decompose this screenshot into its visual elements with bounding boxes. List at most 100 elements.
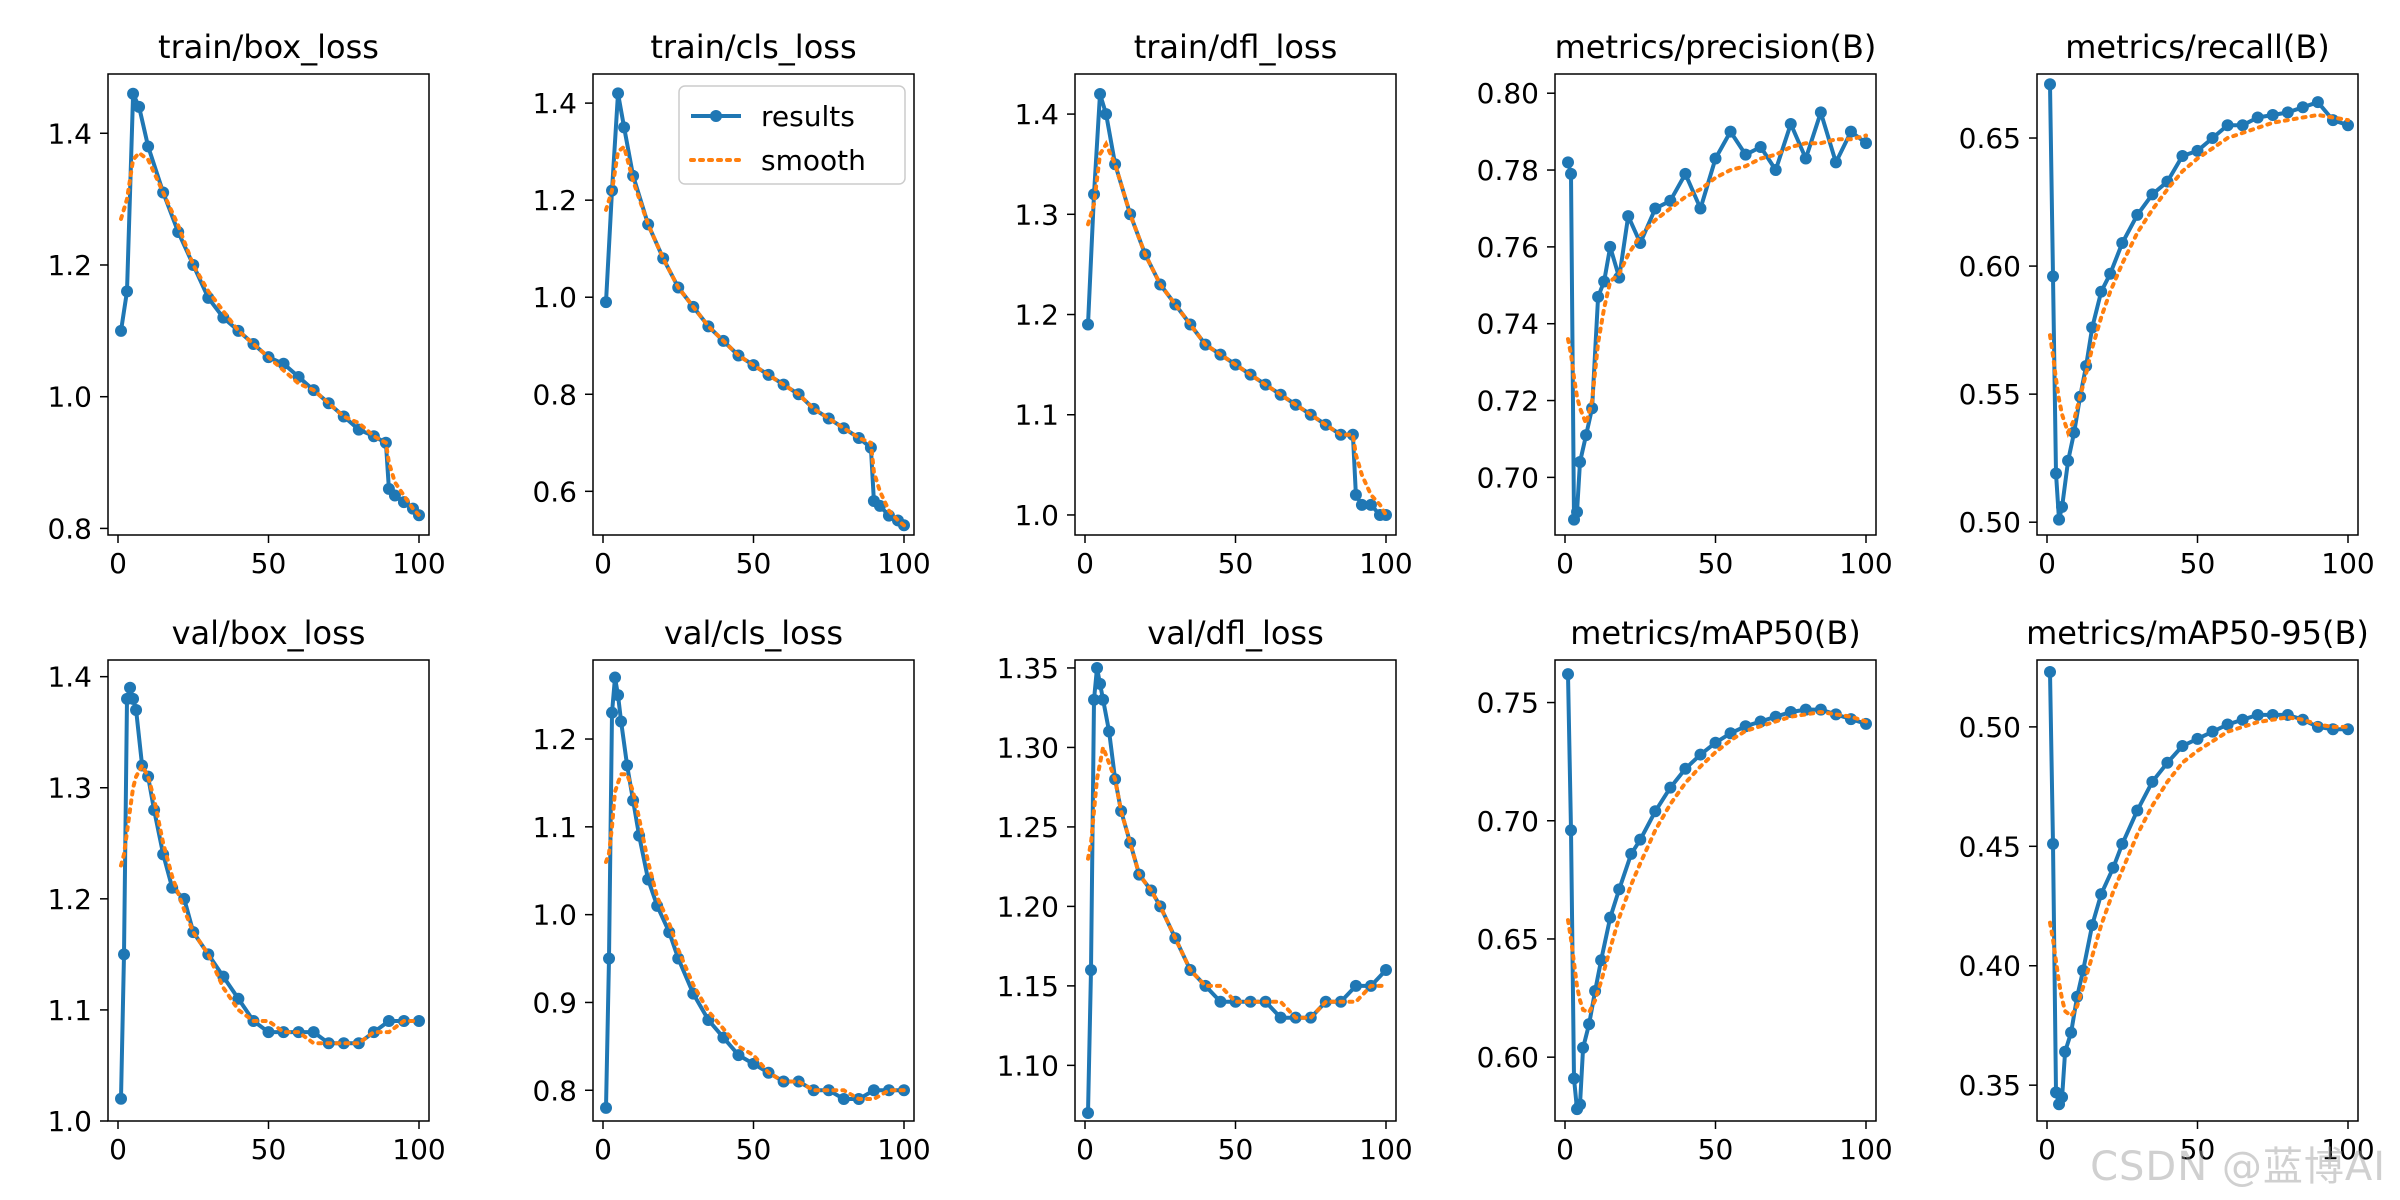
y-tick-label: 1.4 [1014, 98, 1059, 131]
x-tick-label: 0 [1076, 547, 1094, 580]
x-tick-label: 50 [736, 547, 772, 580]
x-tick-label: 50 [1698, 1133, 1734, 1166]
smooth-line [2048, 112, 2350, 439]
results-point [1574, 1098, 1587, 1111]
results-point [1364, 498, 1377, 511]
y-tick-label: 0.70 [1477, 461, 1539, 494]
legend: results smooth [678, 85, 906, 185]
subplot-9: metrics/mAP50(B) 0 50 100 0.60 0.65 0.70 0.75 [1477, 614, 1893, 1166]
results-point [603, 952, 616, 965]
results-point [1094, 677, 1107, 690]
y-tick-label: 0.78 [1477, 154, 1539, 187]
results-point [2050, 467, 2063, 480]
axes-frame [2036, 659, 2359, 1122]
y-tick-label: 1.1 [47, 994, 92, 1027]
results-point [1754, 140, 1767, 153]
x-tick-label: 50 [251, 1133, 287, 1166]
results-point [621, 759, 634, 772]
results-point [1754, 715, 1767, 728]
results-point [612, 689, 625, 702]
results-point [262, 1026, 275, 1039]
smooth-line [1086, 139, 1388, 517]
results-point [1613, 883, 1626, 896]
chart-title: train/cls_loss [650, 28, 856, 66]
y-tick-label: 1.35 [997, 652, 1059, 685]
results-point [127, 87, 140, 100]
smooth-line [1566, 133, 1868, 431]
results-point [1649, 202, 1662, 215]
results-point [1814, 106, 1827, 119]
results-point [2131, 804, 2144, 817]
chart-title: val/cls_loss [664, 614, 843, 652]
y-tick-label: 0.45 [1959, 830, 2021, 863]
results-point [609, 671, 622, 684]
results-point [1592, 290, 1605, 303]
results-point [307, 1026, 320, 1039]
results-point [202, 291, 215, 304]
y-tick-label: 1.1 [532, 811, 577, 844]
results-point [2053, 513, 2066, 526]
watermark-text: CSDN @蓝博AI [2090, 1144, 2386, 1190]
y-tick-label: 0.8 [532, 1074, 577, 1107]
results-point [2056, 500, 2069, 513]
results-point [1724, 125, 1737, 138]
results-point [2146, 775, 2159, 788]
results-point [2311, 96, 2324, 109]
results-point [612, 87, 625, 100]
results-line [1086, 665, 1388, 1114]
y-tick-label: 1.4 [47, 117, 92, 150]
results-point [1769, 164, 1782, 177]
axes-frame [107, 659, 430, 1122]
subplot-4: metrics/precision(B) 0 50 100 0.70 0.72 0.74 0.… [1477, 28, 1893, 580]
results-point [1082, 1107, 1095, 1120]
results-point [1082, 318, 1095, 331]
results-point [618, 121, 631, 134]
subplot-5: metrics/recall(B) 0 50 100 0.50 0.55 0.60 0.65 [1959, 28, 2375, 580]
axes-frame [2036, 73, 2359, 536]
results-line [1566, 674, 1867, 1112]
x-tick-label: 100 [1839, 547, 1892, 580]
y-tick-label: 0.60 [1959, 250, 2021, 283]
results-point [382, 1015, 395, 1028]
results-point [1094, 88, 1107, 101]
results-point [2221, 119, 2234, 132]
x-tick-label: 0 [109, 1133, 127, 1166]
results-point [1679, 167, 1692, 180]
y-tick-label: 0.6 [532, 475, 577, 508]
results-point [1844, 125, 1857, 138]
y-tick-label: 1.0 [532, 281, 577, 314]
y-tick-label: 0.8 [47, 512, 92, 545]
results-line [119, 91, 421, 517]
results-line [2048, 84, 2349, 522]
y-tick-label: 1.10 [997, 1049, 1059, 1082]
y-tick-label: 0.55 [1959, 378, 2021, 411]
results-point [1568, 1072, 1581, 1085]
axes-frame [1074, 73, 1397, 536]
legend-smooth-label: smooth [761, 144, 866, 177]
axes-frame [592, 659, 915, 1122]
x-tick-label: 100 [1359, 1133, 1412, 1166]
y-tick-label: 1.2 [1014, 299, 1059, 332]
results-point [1349, 488, 1362, 501]
y-tick-label: 0.75 [1477, 687, 1539, 720]
x-tick-label: 50 [2180, 1133, 2216, 1166]
results-point [2251, 111, 2264, 124]
results-point [1574, 456, 1587, 469]
results-point [873, 499, 886, 512]
results-point [600, 1101, 613, 1114]
subplot-7: val/cls_loss 0 50 100 0.8 0.9 1.0 1.1 1.2 [532, 614, 930, 1166]
results-line [604, 675, 904, 1108]
smooth-line [1566, 709, 1868, 1015]
y-tick-label: 1.2 [47, 249, 92, 282]
y-tick-label: 0.65 [1477, 923, 1539, 956]
y-tick-label: 0.50 [1959, 506, 2021, 539]
chart-title: val/dfl_loss [1147, 614, 1324, 652]
x-tick-label: 100 [877, 1133, 930, 1166]
results-point [1613, 271, 1626, 284]
results-point [2236, 119, 2249, 132]
results-line [1086, 92, 1386, 517]
results-point [1694, 202, 1707, 215]
x-tick-label: 100 [877, 547, 930, 580]
results-point [1088, 693, 1101, 706]
results-line [1566, 110, 1868, 522]
